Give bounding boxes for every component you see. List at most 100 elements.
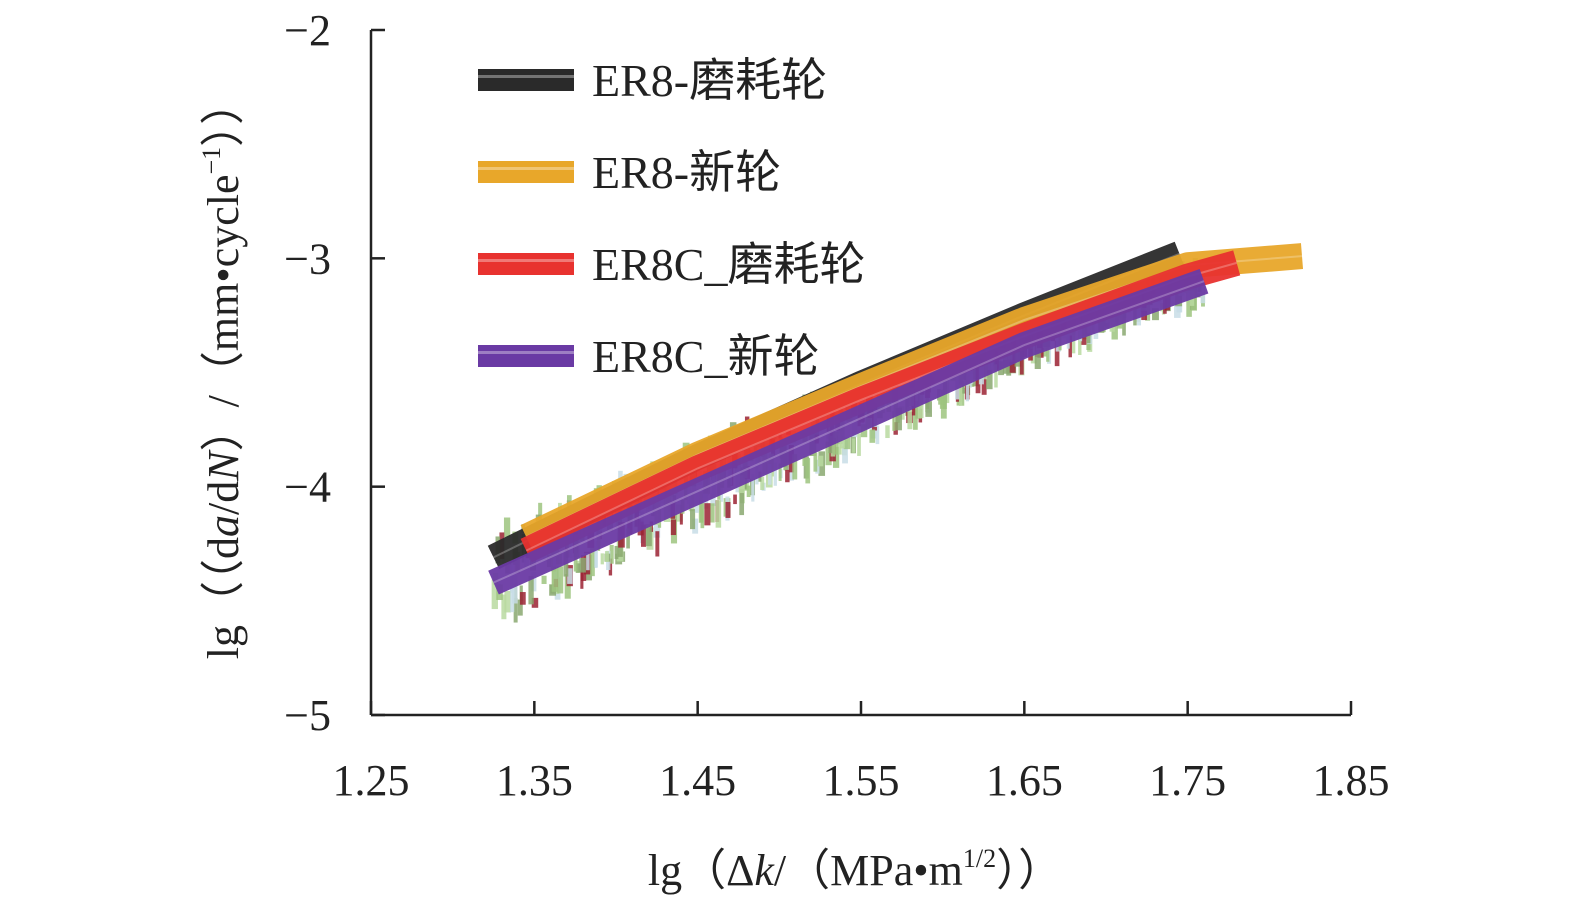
noise-point [501, 594, 507, 620]
noise-point [551, 567, 558, 592]
series-highlight-3 [493, 280, 1205, 584]
noise-point [700, 503, 705, 529]
noise-point [626, 528, 630, 549]
noise-point [609, 544, 614, 564]
noise-point [579, 557, 586, 573]
noise-point [907, 406, 913, 430]
y-axis-title: lg（（da/dN）/（mm•cycle−1）） [197, 81, 248, 659]
noise-point [531, 571, 537, 592]
noise-point [825, 441, 832, 466]
noise-point [1186, 287, 1192, 317]
legend-swatch [478, 161, 574, 183]
y-tick-label: −3 [284, 234, 331, 283]
noise-point [875, 425, 880, 445]
noise-point [738, 481, 745, 494]
noise-point [1054, 340, 1060, 367]
noise-point [510, 585, 515, 613]
noise-point [614, 545, 619, 559]
noise-point [564, 574, 571, 599]
legend-label: ER8-磨耗轮 [592, 55, 827, 106]
noise-point [805, 458, 811, 484]
noise-point [692, 518, 699, 534]
noise-point [817, 455, 824, 467]
noise-point [513, 597, 518, 623]
x-tick-label: 1.85 [1313, 756, 1390, 805]
noise-point [938, 395, 945, 405]
noise-point [925, 401, 932, 417]
noise-point [842, 440, 848, 464]
noise-point [517, 599, 523, 616]
noise-point [575, 563, 581, 573]
x-tick-label: 1.45 [659, 756, 736, 805]
noise-point [655, 531, 660, 557]
noise-point [1068, 335, 1072, 358]
noise-point [710, 493, 716, 507]
noise-point [573, 548, 578, 572]
legend-swatch-highlight [478, 75, 574, 78]
noise-point [604, 551, 609, 562]
noise-point [965, 384, 970, 402]
noise-point [751, 474, 755, 502]
noise-point [504, 590, 511, 613]
series-layer [487, 241, 1304, 595]
noise-point [1078, 330, 1082, 355]
noise-point [538, 502, 543, 527]
noise-point [690, 509, 696, 530]
x-tick-label: 1.55 [823, 756, 900, 805]
noise-point [531, 597, 539, 608]
series-line-3 [488, 268, 1209, 595]
noise-point [843, 437, 851, 450]
noise-point [1034, 350, 1041, 370]
legend-swatch-highlight [478, 259, 574, 262]
noise-point [645, 524, 652, 547]
legend-label: ER8-新轮 [592, 147, 781, 198]
legend-swatch [478, 253, 574, 275]
noise-point [557, 566, 564, 594]
noise-point [959, 377, 963, 406]
y-tick-label: −2 [284, 6, 331, 55]
noise-point [594, 545, 598, 568]
noise-point [617, 538, 623, 557]
noise-point [746, 485, 751, 498]
noise-point [491, 579, 498, 610]
noise-point [994, 372, 998, 388]
x-tick-label: 1.35 [496, 756, 573, 805]
legend-label: ER8C_新轮 [592, 331, 819, 382]
noise-point [802, 457, 806, 466]
noise-point [715, 500, 722, 528]
noise-point [778, 463, 782, 481]
noise-point [670, 519, 677, 536]
noise-point [519, 592, 526, 605]
noise-point [1152, 308, 1159, 321]
noise-point [1019, 350, 1024, 375]
noise-point [541, 575, 547, 584]
legend-swatch-highlight [478, 351, 574, 354]
noise-point [981, 365, 987, 395]
noise-point [511, 574, 518, 604]
noise-point [773, 462, 777, 486]
y-ticks: −5 −4 −3 −2 [284, 6, 385, 740]
y-tick-label: −5 [284, 691, 331, 740]
noise-point [785, 469, 790, 483]
legend-swatch [478, 345, 574, 367]
noise-point [600, 553, 604, 565]
noise-point [679, 512, 683, 525]
noise-point [760, 476, 765, 490]
noise-point [567, 568, 573, 584]
x-tick-label: 1.75 [1149, 756, 1226, 805]
x-tick-label: 1.65 [986, 756, 1063, 805]
noise-point [528, 575, 534, 605]
noise-point [913, 404, 918, 430]
noise-point [857, 433, 861, 456]
legend-label: ER8C_磨耗轮 [592, 239, 865, 290]
legend: ER8-磨耗轮 ER8-新轮 ER8C_磨耗轮 ER8C_新轮 [478, 55, 865, 382]
noise-point [792, 454, 798, 480]
noise-point [641, 524, 647, 547]
noise-point [1086, 333, 1091, 344]
noise-point [710, 503, 715, 523]
noise-point [584, 553, 590, 571]
noise-point [975, 366, 981, 394]
noise-point [815, 459, 820, 474]
noise-point [869, 429, 876, 443]
